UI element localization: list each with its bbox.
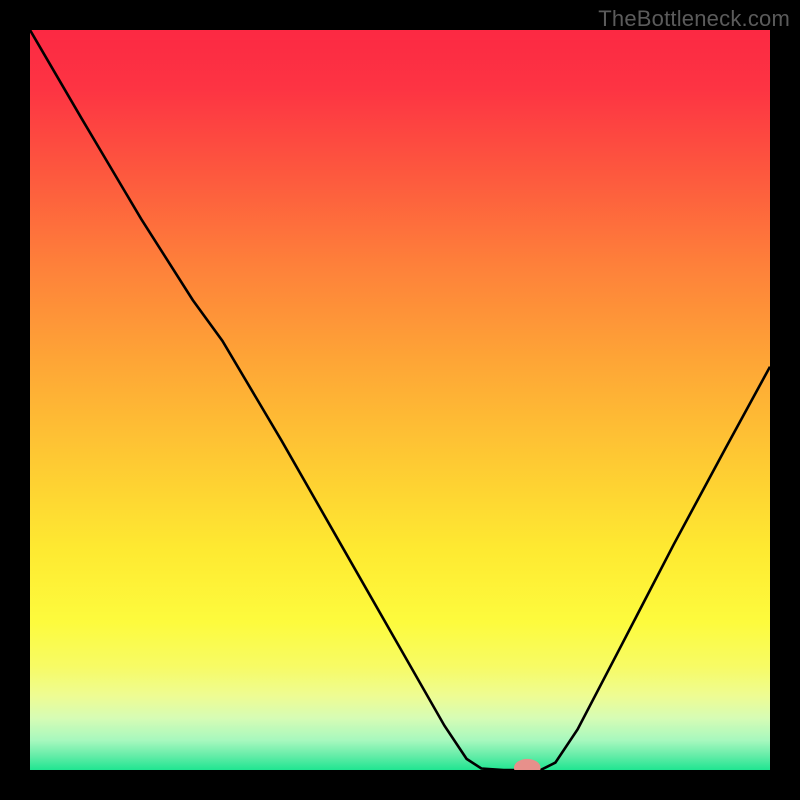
watermark-text: TheBottleneck.com <box>598 6 790 32</box>
chart-svg <box>30 30 770 770</box>
bottleneck-chart <box>30 30 770 770</box>
chart-background <box>30 30 770 770</box>
